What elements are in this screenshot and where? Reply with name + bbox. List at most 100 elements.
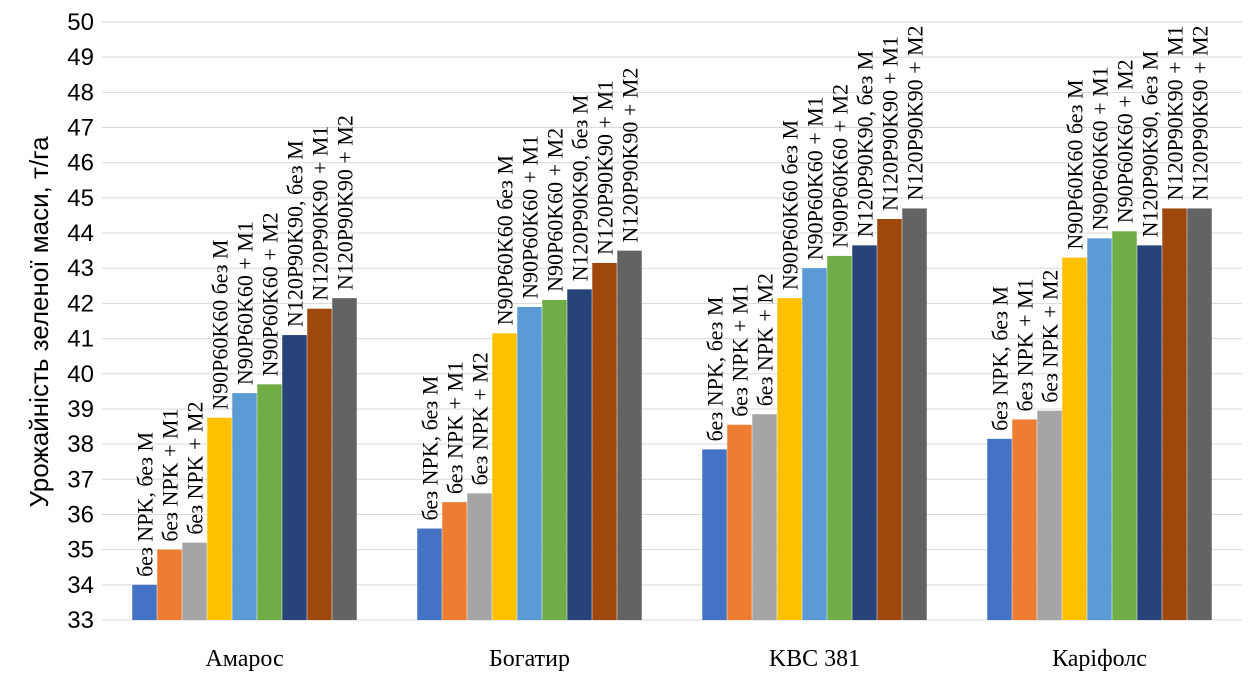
bar — [702, 449, 727, 620]
bar — [877, 218, 902, 621]
bar — [777, 298, 802, 620]
data-label: N90P60K60 + M1 — [233, 221, 258, 385]
bar — [307, 308, 332, 620]
data-label: без NPK, без M — [703, 297, 728, 442]
y-tick-label: 36 — [67, 501, 94, 528]
bar — [1012, 419, 1037, 620]
y-tick-label: 44 — [67, 220, 94, 247]
data-label: N90P60K60 без M — [493, 155, 518, 325]
data-label: N90P60K60 без M — [208, 240, 233, 410]
y-tick-label: 35 — [67, 537, 94, 564]
y-tick-label: 48 — [67, 79, 94, 106]
data-label: без NPK + M2 — [183, 402, 208, 535]
bar — [1137, 245, 1162, 620]
y-tick-label: 42 — [67, 290, 94, 317]
x-category-label: Каріфолс — [1052, 646, 1147, 672]
bar — [157, 549, 182, 620]
bar — [727, 424, 752, 620]
y-tick-label: 33 — [67, 607, 94, 634]
data-label: N120P90K90 + M2 — [618, 68, 643, 243]
y-tick-label: 39 — [67, 396, 94, 423]
bar — [987, 438, 1012, 620]
data-label: N120P90K90 + M1 — [308, 126, 333, 301]
data-label: N120P90K90, без M — [283, 140, 308, 327]
bar — [332, 298, 357, 620]
bar — [282, 335, 307, 620]
y-tick-label: 50 — [67, 9, 94, 36]
data-label: N120P90K90 + M2 — [903, 25, 928, 200]
data-label: без NPK, без M — [418, 376, 443, 521]
y-tick-label: 41 — [67, 326, 94, 353]
y-tick-label: 45 — [67, 185, 94, 212]
bar — [442, 502, 467, 620]
x-category-label: Амарос — [205, 646, 283, 672]
data-label: N120P90K90 + M2 — [333, 115, 358, 290]
bar — [1062, 257, 1087, 620]
x-category-label: KBC 381 — [769, 646, 860, 672]
bar — [517, 306, 542, 620]
data-label: N120P90K90 + M1 — [593, 80, 618, 255]
y-tick-label: 37 — [67, 466, 94, 493]
data-label: N120P90K90 + M2 — [1188, 25, 1213, 200]
bar — [567, 289, 592, 620]
bar — [1162, 208, 1187, 620]
y-tick-label: 43 — [67, 255, 94, 282]
x-category-label: Богатир — [489, 646, 570, 672]
data-label: без NPK + M1 — [1013, 278, 1038, 411]
data-label: N90P60K60 + M1 — [1088, 66, 1113, 230]
data-label: без NPK + M1 — [728, 284, 753, 417]
data-label: N90P60K60 + M1 — [803, 96, 828, 260]
bar — [827, 255, 852, 620]
data-label: N90P60K60 без M — [778, 120, 803, 290]
y-tick-label: 47 — [67, 115, 94, 142]
y-tick-label: 46 — [67, 150, 94, 177]
bar — [207, 417, 232, 620]
bar — [467, 493, 492, 620]
y-tick-label: 34 — [67, 572, 94, 599]
data-label: без NPK + M1 — [443, 361, 468, 494]
bar — [542, 299, 567, 620]
bar — [232, 393, 257, 620]
data-label: без NPK + M1 — [158, 409, 183, 542]
data-label: без NPK + M2 — [753, 273, 778, 406]
data-label: N120P90K90, без M — [568, 95, 593, 282]
data-label: N90P60K60 + M2 — [1113, 59, 1138, 223]
data-label: N90P60K60 + M2 — [543, 128, 568, 292]
bar — [182, 542, 207, 620]
bar — [752, 414, 777, 620]
data-label: без NPK, без M — [133, 432, 158, 577]
data-label: N90P60K60 без M — [1063, 79, 1088, 249]
bar — [902, 208, 927, 620]
bar — [1087, 238, 1112, 620]
data-label: N90P60K60 + M2 — [828, 84, 853, 248]
bar — [617, 250, 642, 620]
bars — [132, 208, 1212, 621]
y-tick-label: 49 — [67, 44, 94, 71]
y-tick-label: 40 — [67, 361, 94, 388]
data-label: N120P90K90, без M — [853, 51, 878, 238]
bar — [492, 333, 517, 620]
bar — [852, 245, 877, 620]
bar — [417, 528, 442, 620]
bar — [132, 584, 157, 620]
y-axis-ticks: 33 34 35 36 37 38 39 40 41 42 43 44 45 46 47 48 49 50 — [67, 9, 94, 634]
y-axis-title: Урожайність зеленої маси, т/га — [24, 136, 54, 508]
bar — [592, 262, 617, 620]
bar — [802, 268, 827, 620]
data-label: N90P60K60 + M2 — [258, 212, 283, 376]
data-label: N120P90K90 + M1 — [1163, 25, 1188, 200]
x-axis-categories: Амарос Богатир KBC 381 Каріфолс — [205, 646, 1147, 672]
bar — [1037, 410, 1062, 620]
data-label: N120P90K90, без M — [1138, 51, 1163, 238]
bar — [1187, 208, 1212, 620]
data-label: без NPK, без M — [988, 286, 1013, 431]
data-label: без NPK + M2 — [1038, 270, 1063, 403]
data-label: N120P90K90 + M1 — [878, 36, 903, 211]
y-tick-label: 38 — [67, 431, 94, 458]
data-label: N90P60K60 + M1 — [518, 135, 543, 299]
data-label: без NPK + M2 — [468, 352, 493, 485]
bar — [1112, 231, 1137, 621]
